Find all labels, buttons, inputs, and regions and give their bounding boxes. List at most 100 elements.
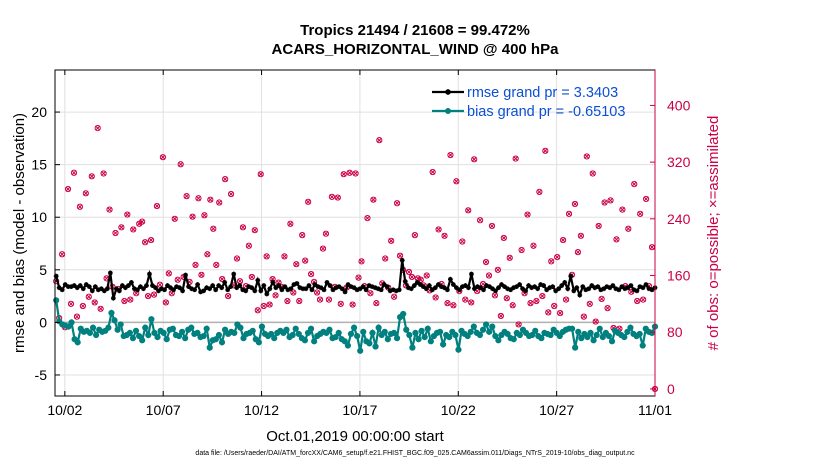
obs-possible-point	[583, 153, 590, 160]
obs-possible-point	[100, 170, 107, 177]
rmse-point	[68, 284, 74, 290]
obs-possible-point	[272, 292, 279, 299]
obs-possible-point	[444, 300, 451, 307]
rmse-point	[520, 286, 525, 292]
bias-point	[455, 346, 462, 353]
obs-assimilated-point	[195, 195, 202, 201]
rmse-point	[135, 287, 140, 293]
obs-possible-point	[355, 274, 362, 281]
bias-point	[142, 324, 149, 331]
obs-possible-point	[429, 168, 436, 176]
obs-assimilated-point	[136, 221, 142, 227]
bias-point	[495, 337, 502, 344]
rmse-point	[493, 288, 498, 294]
bias-point	[240, 335, 247, 342]
obs-assimilated-point	[68, 301, 74, 307]
bias-point	[255, 339, 262, 346]
obs-possible-point	[373, 300, 380, 307]
obs-possible-point	[127, 296, 134, 303]
obs-assimilated-point	[554, 254, 560, 260]
rmse-point	[237, 283, 243, 288]
obs-possible-point	[447, 151, 454, 159]
obs-assimilated-point	[204, 251, 210, 257]
obs-possible-point	[376, 137, 383, 144]
obs-assimilated-point	[376, 137, 382, 143]
bias-point	[289, 331, 296, 339]
obs-possible-point	[153, 202, 161, 210]
obs-assimilated-point	[142, 239, 148, 245]
rmse-point	[138, 284, 143, 290]
bias-point	[169, 325, 176, 332]
rmse-point	[80, 286, 86, 292]
rmse-point	[101, 288, 107, 294]
obs-assimilated-point	[95, 125, 101, 131]
bias-point	[572, 344, 579, 351]
obs-possible-point	[189, 213, 196, 220]
obs-assimilated-point	[649, 244, 655, 250]
bias-point	[621, 334, 628, 341]
obs-assimilated-point	[160, 154, 166, 160]
obs-possible-point	[601, 199, 608, 206]
bias-point	[452, 331, 459, 339]
obs-possible-point	[503, 295, 510, 302]
chart-title: Tropics 21494 / 21608 = 99.472%	[300, 22, 530, 39]
obs-assimilated-point	[415, 275, 421, 281]
obs-assimilated-point	[373, 300, 379, 306]
bias-point	[93, 331, 100, 339]
bias-point	[424, 325, 431, 332]
rmse-point	[514, 284, 519, 290]
rmse-point	[604, 284, 610, 290]
obs-assimilated-point	[130, 226, 136, 233]
rmse-point	[357, 286, 363, 292]
x-tick-label: 11/01	[638, 402, 672, 418]
obs-possible-point	[287, 220, 294, 227]
y-tick-label: 15	[31, 157, 47, 173]
rmse-point	[375, 286, 381, 292]
obs-possible-point	[405, 268, 413, 276]
bias-point	[504, 330, 511, 338]
obs-possible-point	[545, 309, 552, 316]
obs-possible-point	[322, 230, 330, 237]
rmse-point	[162, 287, 167, 293]
y-right-tick-label: 80	[667, 324, 683, 340]
rmse-point	[499, 282, 504, 287]
rmse-point	[417, 282, 423, 287]
obs-assimilated-point	[178, 161, 184, 167]
bias-point	[178, 328, 186, 335]
bias-point	[479, 326, 487, 333]
rmse-point	[62, 282, 68, 287]
bias-point	[587, 329, 594, 337]
bias-point	[86, 329, 94, 337]
bias-point	[390, 329, 398, 337]
rmse-point	[475, 284, 480, 290]
rmse-point	[457, 287, 462, 293]
obs-possible-point	[263, 253, 270, 260]
rmse-point	[285, 287, 291, 293]
y-right-tick-label: 240	[667, 211, 691, 227]
rmse-point	[568, 273, 574, 279]
bias-point	[406, 331, 413, 339]
obs-assimilated-point	[350, 302, 356, 308]
obs-assimilated-point	[637, 211, 643, 217]
rmse-point	[610, 283, 616, 288]
rmse-point	[104, 286, 110, 292]
rmse-point	[219, 285, 225, 291]
rmse-point	[261, 283, 267, 288]
rmse-point	[204, 285, 210, 291]
x-tick-label: 10/22	[441, 402, 476, 418]
obs-assimilated-point	[450, 302, 456, 308]
rmse-point	[240, 287, 246, 293]
obs-possible-point	[257, 171, 264, 178]
obs-assimilated-point	[299, 232, 305, 238]
rmse-point	[246, 284, 252, 290]
rmse-point	[300, 286, 306, 292]
y-tick-label: -5	[35, 367, 48, 383]
rmse-point	[249, 285, 255, 291]
obs-possible-point	[207, 196, 214, 203]
rmse-point	[234, 285, 240, 291]
rmse-point	[484, 283, 489, 288]
obs-assimilated-point	[338, 301, 344, 307]
obs-assimilated-point	[255, 307, 261, 313]
rmse-point	[649, 287, 655, 293]
rmse-point	[351, 285, 357, 291]
